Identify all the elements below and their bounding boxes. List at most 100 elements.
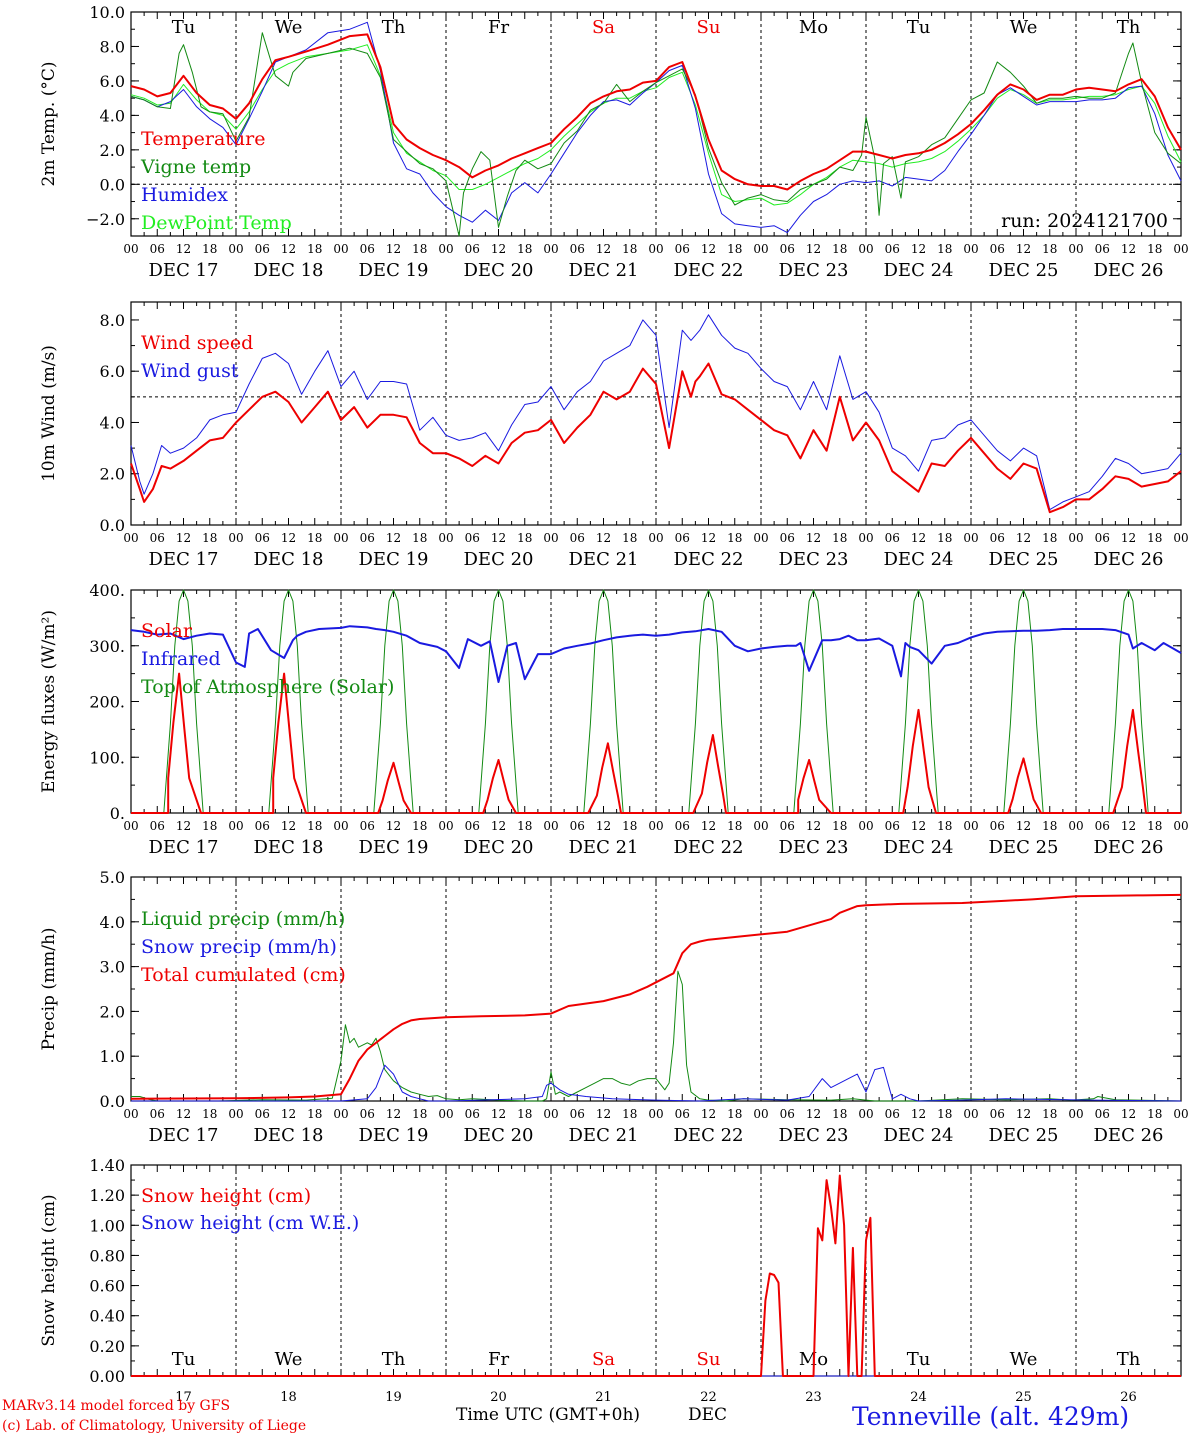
hour-tick-label: 12 [1121,1107,1136,1121]
hour-tick-label: 18 [937,531,952,545]
y-tick-label: 1.0 [100,1047,125,1066]
hour-tick-label: 00 [1068,1107,1083,1121]
hour-tick-label: 12 [176,819,191,833]
hour-tick-label: 12 [596,531,611,545]
hour-tick-label: 00 [333,531,348,545]
hour-tick-label: 00 [648,819,663,833]
hour-tick-label: 00 [333,1107,348,1121]
hour-tick-label: 12 [596,1107,611,1121]
day-number-label: 19 [385,1390,402,1405]
y-tick-label: 6.0 [100,72,125,91]
day-label: DEC 19 [359,1125,429,1146]
legend-entry: Solar [141,620,193,642]
hour-tick-label: 12 [176,1107,191,1121]
weekday-label: We [275,1349,303,1370]
legend-entry: DewPoint Temp [141,212,292,234]
series-line-solar [131,672,1181,814]
hour-tick-label: 18 [727,819,742,833]
weekday-label: Tu [907,1349,931,1370]
y-tick-label: 0. [110,804,125,823]
y-axis-label: Energy fluxes (W/m²) [39,610,59,793]
series-line-toa-solar [131,589,1181,814]
hour-tick-label: 06 [570,1107,585,1121]
hour-tick-label: 06 [255,531,270,545]
hour-tick-label: 18 [622,242,637,256]
series-line-infrared [130,625,1182,683]
hour-tick-label: 06 [150,242,165,256]
day-label: DEC 24 [884,260,954,281]
weekday-label: Th [1117,1349,1141,1370]
day-label: DEC 21 [569,549,639,570]
weekday-label: Th [382,1349,406,1370]
hour-tick-label: 12 [1121,242,1136,256]
hour-tick-label: 06 [990,531,1005,545]
hour-tick-label: 06 [780,1107,795,1121]
hour-tick-label: 12 [1016,1107,1031,1121]
y-axis-label: Snow height (cm) [39,1194,59,1346]
legend-entry: Liquid precip (mm/h) [141,908,345,930]
series-line-vigne-temp [130,32,1182,237]
day-label: DEC 20 [464,260,534,281]
legend-entry: Temperature [141,128,265,150]
hour-tick-label: 18 [307,1107,322,1121]
hour-tick-label: 00 [543,1107,558,1121]
day-label: DEC 23 [779,549,849,570]
hour-tick-label: 06 [360,242,375,256]
weekday-label: Su [697,17,721,38]
run-label: run: 2024121700 [1001,210,1168,232]
day-label: DEC 22 [674,260,744,281]
hour-tick-label: 06 [360,819,375,833]
hour-tick-label: 18 [1042,242,1057,256]
hour-tick-label: 00 [543,242,558,256]
hour-tick-label: 00 [963,531,978,545]
hour-tick-label: 00 [438,819,453,833]
hour-tick-label: 12 [911,531,926,545]
day-label: DEC 19 [359,837,429,858]
hour-tick-label: 06 [780,819,795,833]
hour-tick-label: 00 [963,819,978,833]
day-label: DEC 21 [569,837,639,858]
weekday-label: Tu [172,17,196,38]
day-label: DEC 24 [884,837,954,858]
hour-tick-label: 06 [570,242,585,256]
y-tick-label: 0.0 [100,175,125,194]
plot-frame [130,11,1182,237]
hour-tick-label: 18 [1147,242,1162,256]
y-tick-label: 5.0 [100,868,125,887]
hour-tick-label: 00 [753,531,768,545]
y-tick-label: 1.00 [89,1216,125,1235]
hour-tick-label: 06 [570,531,585,545]
y-tick-label: 4.0 [100,913,125,932]
legend-entry: Snow height (cm W.E.) [141,1212,359,1234]
y-tick-label: 200. [89,693,125,712]
hour-tick-label: 00 [1173,1107,1188,1121]
hour-tick-label: 00 [753,242,768,256]
day-label: DEC 18 [254,837,324,858]
hour-tick-label: 18 [412,819,427,833]
day-label: DEC 26 [1094,1125,1164,1146]
panel-3: 00 06 12 18 00 06 12 18 00 06 12 18 00 06 12 18 00 06 12 18… [39,581,1189,858]
day-number-label: 20 [490,1390,507,1405]
weekday-label: Mo [799,17,828,38]
y-tick-label: 0.20 [89,1337,125,1356]
hour-tick-label: 18 [517,531,532,545]
series-line-total-cumulated-cm- [130,893,1182,1100]
series-line-wind-speed [130,362,1182,514]
day-label: DEC 20 [464,837,534,858]
day-number-label: 23 [805,1390,822,1405]
day-label: DEC 24 [884,1125,954,1146]
hour-tick-label: 06 [255,1107,270,1121]
hour-tick-label: 00 [963,1107,978,1121]
day-label: DEC 17 [149,837,219,858]
hour-tick-label: 06 [255,819,270,833]
legend-entry: Snow height (cm) [141,1185,311,1207]
hour-tick-label: 18 [622,1107,637,1121]
legend-entry: Infrared [141,648,221,670]
day-label: DEC 25 [989,1125,1059,1146]
day-label: DEC 22 [674,837,744,858]
hour-tick-label: 12 [701,819,716,833]
panel-2: 00 06 12 18 00 06 12 18 00 06 12 18 00 06 12 18 00 06 12 18… [39,301,1189,570]
hour-tick-label: 18 [727,242,742,256]
hour-tick-label: 00 [123,242,138,256]
